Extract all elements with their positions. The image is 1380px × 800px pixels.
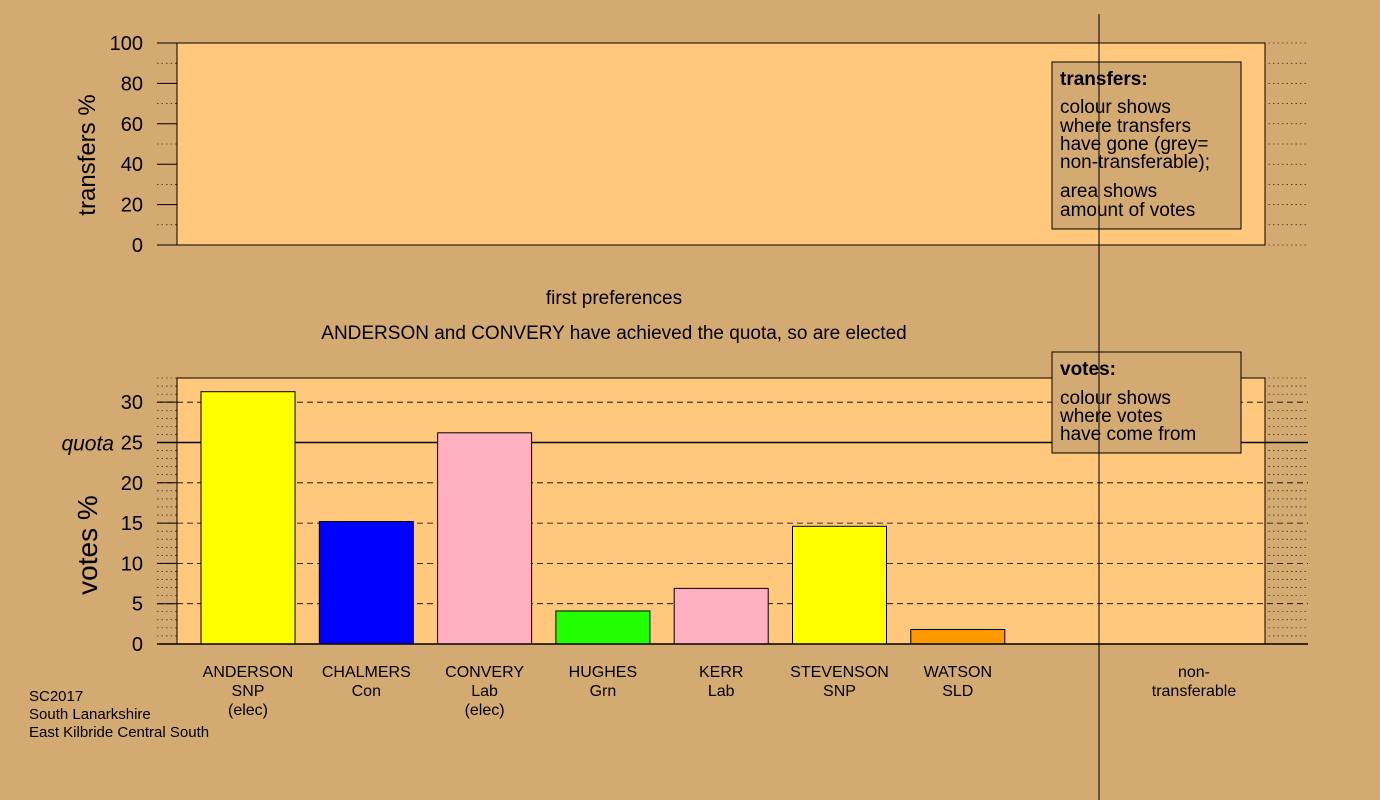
transfers-legend-line: area shows [1060,181,1157,202]
candidate-label: STEVENSON [790,664,889,681]
votes-chart: 0 5 10 15 20 25 30 quota votes % ANDERSON SNP (e… [61,351,1308,719]
transfers-y-axis: 0 20 40 60 80 100 [110,33,177,257]
votes-legend-line: have come from [1060,424,1196,445]
transfers-legend-line: colour shows [1060,97,1171,118]
bar-convery [437,432,533,645]
candidate-label: KERR [699,664,743,681]
transfers-y-axis-label: transfers % [74,94,101,215]
transfers-y-tick-label: 80 [121,73,143,95]
transfers-legend-line: have gone (grey= [1060,134,1208,155]
footer-ward: East Kilbride Central South [29,724,209,741]
votes-y-tick-label: 10 [121,553,143,575]
bar-chalmers [318,520,414,645]
transfers-legend: transfers: colour shows where transfers … [1051,61,1242,230]
candidate-label: WATSON [924,664,992,681]
votes-legend-line: colour shows [1060,388,1171,409]
votes-y-tick-label: 25 [121,432,143,454]
candidate-label: Lab [471,683,498,700]
candidate-label: (elec) [465,702,505,719]
transfers-y-tick-label: 100 [110,33,143,55]
transfers-y-tick-label: 0 [132,235,143,257]
transfers-legend-title: transfers: [1060,69,1148,90]
chart-title: first preferences [546,288,682,309]
transfers-y-tick-label: 20 [121,195,143,217]
transfers-legend-line: where transfers [1059,116,1191,137]
votes-y-tick-label: 15 [121,513,143,535]
candidate-label: SNP [823,683,856,700]
transfers-y-tick-label: 40 [121,154,143,176]
votes-y-tick-label: 0 [132,634,143,656]
transfers-chart: 0 20 40 60 80 100 transfers % transfers: colo… [74,33,1308,257]
candidate-label: SNP [232,683,265,700]
quota-label: quota [61,432,114,455]
candidate-label: Lab [708,683,735,700]
transfers-legend-box [1051,61,1242,230]
candidate-label: SLD [942,683,973,700]
bar-anderson [200,391,296,645]
nontransferable-label: non- [1178,664,1210,681]
candidate-label: (elec) [228,702,268,719]
votes-legend-title: votes: [1060,359,1116,380]
votes-y-tick-label: 5 [132,594,143,616]
transfers-legend-line: non-transferable); [1060,152,1210,173]
footer-election: SC2017 [29,688,83,705]
votes-y-tick-label: 20 [121,473,143,495]
votes-bars [200,391,1006,645]
candidate-labels: ANDERSON SNP (elec) CHALMERS Con CONVERY Lab (e… [203,664,992,719]
candidate-label: ANDERSON [203,664,294,681]
votes-y-tick-label: 30 [121,392,143,414]
votes-y-axis-label: votes % [72,495,103,595]
transfers-legend-line: amount of votes [1060,200,1195,221]
chart-subtitle: ANDERSON and CONVERY have achieved the q… [321,323,906,344]
candidate-label: HUGHES [569,664,637,681]
bar-hughes [555,610,651,645]
candidate-label: Grn [590,683,617,700]
bar-stevenson [792,525,887,645]
candidate-label: CHALMERS [322,664,411,681]
bar-watson [910,628,1006,645]
nontransferable-label: transferable [1152,683,1237,700]
votes-legend-box [1051,351,1242,454]
footer-council: South Lanarkshire [29,706,151,723]
candidate-label: CONVERY [445,664,524,681]
transfers-y-tick-label: 60 [121,114,143,136]
votes-y-axis: 0 5 10 15 20 25 30 [121,392,177,656]
bar-kerr [673,587,769,645]
votes-legend-line: where votes [1059,406,1162,427]
candidate-label: Con [352,683,381,700]
votes-legend: votes: colour shows where votes have com… [1051,351,1242,454]
